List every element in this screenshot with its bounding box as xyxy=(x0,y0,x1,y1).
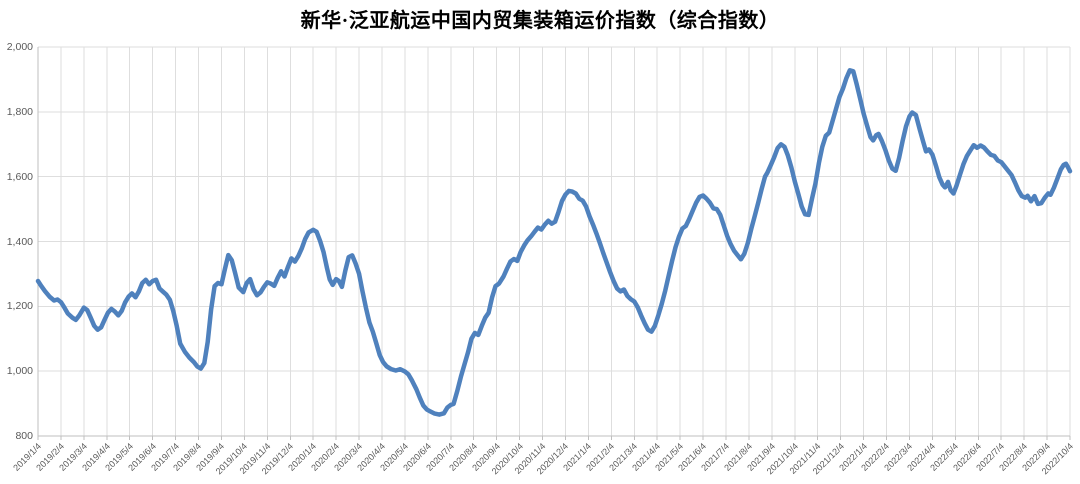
data-series-line xyxy=(35,68,1073,417)
chart-title: 新华·泛亚航运中国内贸集装箱运价指数（综合指数） xyxy=(300,10,780,32)
y-axis-tick-label: 800 xyxy=(15,430,33,442)
y-axis-tick-label: 1,400 xyxy=(6,235,33,248)
y-axis-tick-label: 1,200 xyxy=(6,300,33,313)
y-axis-tick-label: 1,000 xyxy=(6,365,33,378)
y-axis-tick-label: 1,600 xyxy=(6,170,33,183)
y-axis-tick-label: 2,000 xyxy=(6,41,33,53)
y-axis-tick-label: 1,800 xyxy=(6,105,33,118)
